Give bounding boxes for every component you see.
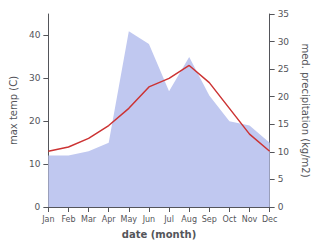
svg-text:10: 10: [29, 159, 41, 169]
svg-text:15: 15: [278, 119, 289, 129]
svg-text:5: 5: [278, 174, 284, 184]
svg-text:Oct: Oct: [222, 215, 236, 224]
svg-text:date (month): date (month): [122, 229, 196, 240]
svg-text:Sep: Sep: [202, 215, 217, 224]
svg-text:Feb: Feb: [61, 215, 75, 224]
svg-text:Jan: Jan: [41, 215, 54, 224]
svg-text:0: 0: [278, 202, 284, 212]
svg-text:Mar: Mar: [81, 215, 97, 224]
svg-text:Aug: Aug: [181, 215, 197, 224]
svg-text:Apr: Apr: [102, 215, 117, 224]
svg-text:35: 35: [278, 9, 289, 19]
svg-text:10: 10: [278, 147, 290, 157]
svg-text:20: 20: [29, 116, 41, 126]
svg-text:med. precipitation (kg/m2): med. precipitation (kg/m2): [300, 43, 311, 177]
svg-text:30: 30: [29, 73, 41, 83]
svg-text:Jul: Jul: [163, 215, 174, 224]
svg-text:30: 30: [278, 37, 290, 47]
svg-text:Jun: Jun: [142, 215, 156, 224]
svg-text:May: May: [121, 215, 138, 224]
svg-text:Nov: Nov: [242, 215, 258, 224]
svg-text:20: 20: [278, 92, 290, 102]
svg-text:Dec: Dec: [262, 215, 277, 224]
svg-text:25: 25: [278, 64, 289, 74]
svg-text:40: 40: [29, 30, 41, 40]
svg-text:0: 0: [35, 202, 41, 212]
svg-text:max temp (C): max temp (C): [8, 76, 19, 145]
